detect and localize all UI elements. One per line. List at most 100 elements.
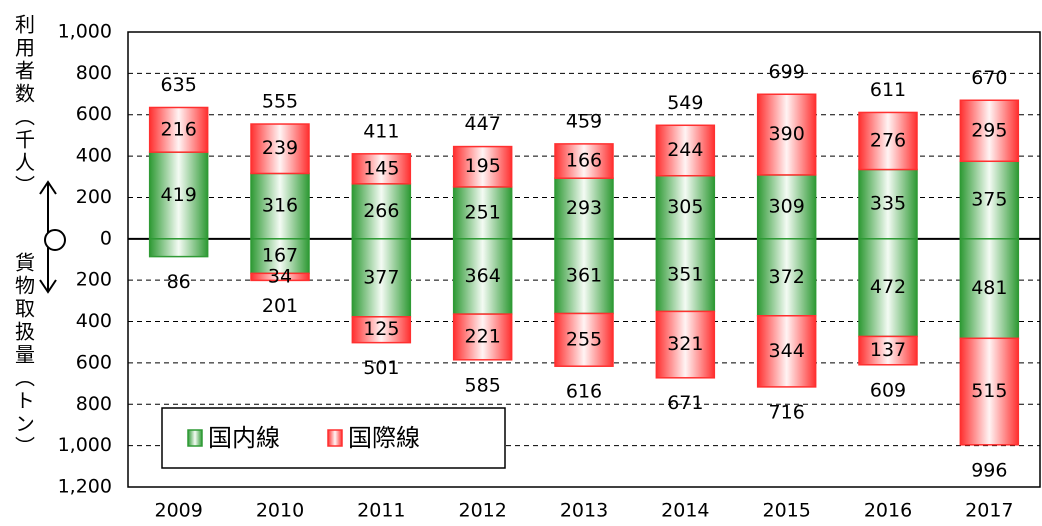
value-label: 375 xyxy=(971,189,1007,211)
total-label: 716 xyxy=(769,401,805,423)
value-label: 305 xyxy=(667,196,703,218)
value-label: 344 xyxy=(769,340,805,362)
y-tick-label: 200 xyxy=(76,186,112,208)
total-label: 411 xyxy=(363,120,399,142)
bar-segment xyxy=(554,238,614,315)
total-label: 447 xyxy=(465,113,501,135)
total-label: 616 xyxy=(566,381,602,403)
value-label: 361 xyxy=(566,265,602,287)
bar-segment xyxy=(858,238,918,338)
y-title-top: 利用者数（千人） xyxy=(12,14,36,198)
x-tick-label: 2016 xyxy=(864,500,912,522)
value-label: 137 xyxy=(870,339,906,361)
value-label: 309 xyxy=(769,195,805,217)
bar-segment xyxy=(351,153,412,185)
bar-segment xyxy=(351,316,412,344)
y-tick-label: 1,000 xyxy=(58,21,112,43)
total-label: 611 xyxy=(870,79,906,101)
bar-segment xyxy=(250,272,310,282)
total-label: 585 xyxy=(465,374,501,396)
y-tick-label: 800 xyxy=(76,393,112,415)
value-label: 34 xyxy=(268,265,292,287)
value-label: 244 xyxy=(667,139,703,161)
value-label: 372 xyxy=(769,266,805,288)
y-tick-label: 1,200 xyxy=(58,476,112,498)
value-label: 145 xyxy=(363,157,399,179)
y-tick-label: 600 xyxy=(76,103,112,125)
value-label: 266 xyxy=(363,200,399,222)
bar-segment xyxy=(655,124,716,177)
value-label: 472 xyxy=(870,276,906,298)
x-tick-label: 2012 xyxy=(458,500,506,522)
value-label: 364 xyxy=(465,265,501,287)
bar-segment xyxy=(959,99,1020,163)
total-label: 86 xyxy=(167,271,191,293)
value-label: 255 xyxy=(566,328,602,350)
bar-segment xyxy=(858,168,918,240)
value-label: 166 xyxy=(566,150,602,172)
value-label: 481 xyxy=(971,277,1007,299)
value-label: 216 xyxy=(161,118,197,140)
total-label: 699 xyxy=(769,61,805,83)
total-label: 501 xyxy=(363,357,399,379)
bar-segment xyxy=(858,335,918,366)
bar-segment xyxy=(756,315,817,388)
value-label: 377 xyxy=(363,266,399,288)
bar-segment xyxy=(554,312,614,367)
total-label: 996 xyxy=(971,459,1007,481)
bar-segment xyxy=(351,183,412,240)
y-tick-label: 800 xyxy=(76,62,112,84)
x-tick-label: 2011 xyxy=(357,500,405,522)
value-label: 351 xyxy=(667,264,703,286)
total-label: 555 xyxy=(262,91,298,113)
bar-segment xyxy=(959,337,1020,446)
value-label: 251 xyxy=(465,201,501,223)
value-label: 125 xyxy=(363,318,399,340)
y-tick-label: 0 xyxy=(100,227,112,249)
bar-segment xyxy=(452,145,513,188)
value-label: 335 xyxy=(870,193,906,215)
total-label: 671 xyxy=(667,392,703,414)
bar-segment xyxy=(554,177,614,240)
bar-segment xyxy=(554,143,614,179)
bar-segment xyxy=(250,123,310,175)
value-label: 293 xyxy=(566,197,602,219)
value-label: 390 xyxy=(769,123,805,145)
value-label: 295 xyxy=(971,119,1007,141)
legend-label: 国内線 xyxy=(208,424,280,452)
bar-segment xyxy=(756,93,817,176)
value-label: 316 xyxy=(262,195,298,217)
axis-arrow xyxy=(39,180,66,294)
bar-segment xyxy=(655,238,716,313)
y-tick-label: 200 xyxy=(76,269,112,291)
total-label: 609 xyxy=(870,379,906,401)
total-label: 201 xyxy=(262,295,298,317)
x-tick-label: 2013 xyxy=(560,500,608,522)
bar-segment xyxy=(655,174,716,240)
value-label: 515 xyxy=(971,380,1007,402)
value-label: 239 xyxy=(262,137,298,159)
x-tick-label: 2015 xyxy=(762,500,810,522)
y-title-bottom: 貨物取扱量（トン） xyxy=(12,252,36,459)
total-label: 549 xyxy=(667,92,703,114)
bar-segment xyxy=(250,172,310,240)
value-label: 419 xyxy=(161,184,197,206)
bar-segment xyxy=(452,186,513,240)
total-label: 459 xyxy=(566,110,602,132)
legend-label: 国際線 xyxy=(348,424,420,452)
x-tick-label: 2009 xyxy=(154,500,202,522)
bar-segment xyxy=(756,174,817,240)
legend-swatch xyxy=(187,429,203,447)
value-label: 221 xyxy=(465,325,501,347)
bar-segment xyxy=(959,238,1020,340)
total-label: 670 xyxy=(971,67,1007,89)
bar-segment xyxy=(148,106,209,153)
bar-segment xyxy=(655,310,716,379)
value-label: 167 xyxy=(262,245,298,267)
x-tick-label: 2017 xyxy=(965,500,1013,522)
bar-segment xyxy=(858,111,918,171)
bar-segment xyxy=(452,313,513,361)
y-tick-label: 400 xyxy=(76,145,112,167)
plot-border xyxy=(127,31,1041,488)
